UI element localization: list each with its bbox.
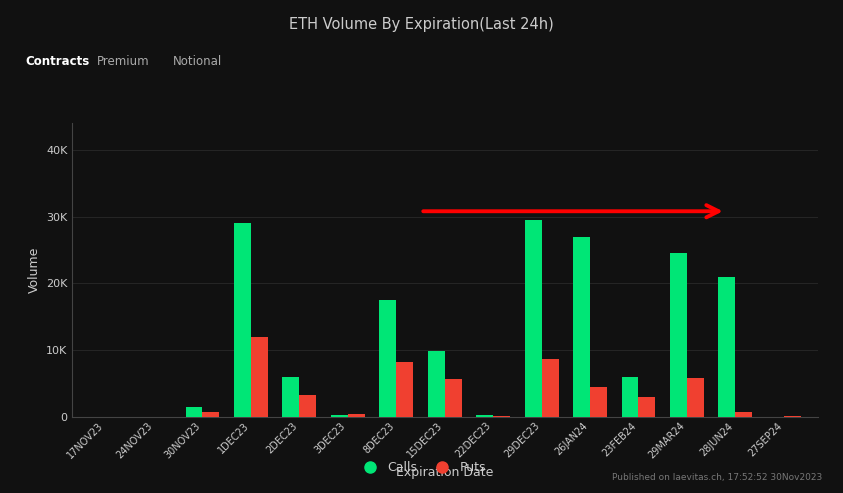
Bar [638, 397, 655, 417]
Bar [396, 362, 413, 417]
Bar [735, 412, 752, 417]
Bar [202, 412, 219, 417]
Bar [590, 387, 607, 417]
Bar [379, 300, 396, 417]
Bar [541, 358, 559, 417]
Bar [784, 416, 801, 417]
Bar [524, 220, 541, 417]
Bar [445, 379, 462, 417]
Bar [670, 253, 687, 417]
Bar [348, 414, 365, 417]
Bar [718, 277, 735, 417]
Legend: Calls, Puts: Calls, Puts [352, 457, 491, 479]
Bar [573, 237, 590, 417]
Bar [687, 378, 704, 417]
Bar [185, 407, 202, 417]
Bar [493, 416, 510, 417]
Bar [251, 337, 268, 417]
Text: Published on laevitas.ch, 17:52:52 30Nov2023: Published on laevitas.ch, 17:52:52 30Nov… [612, 473, 822, 482]
Bar [299, 395, 316, 417]
Bar [476, 415, 493, 417]
Bar [330, 415, 348, 417]
Y-axis label: Volume: Volume [28, 246, 40, 293]
Bar [427, 351, 445, 417]
Text: Premium: Premium [97, 55, 149, 68]
Text: ETH Volume By Expiration(Last 24h): ETH Volume By Expiration(Last 24h) [289, 17, 554, 32]
Bar [234, 223, 251, 417]
X-axis label: Expiration Date: Expiration Date [396, 466, 493, 479]
Bar [621, 377, 638, 417]
Bar [282, 377, 299, 417]
Text: Contracts: Contracts [25, 55, 89, 68]
Text: Notional: Notional [173, 55, 222, 68]
